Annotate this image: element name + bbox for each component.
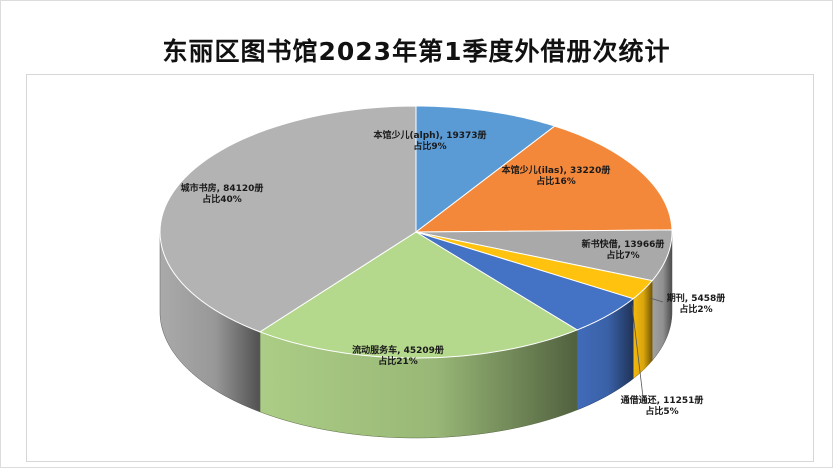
slice---percent-label: 占比21% <box>378 355 418 367</box>
slice---value-label: 流动服务车, 45209册 <box>352 344 444 356</box>
slice---leader-line <box>649 297 664 303</box>
slice--ilas--percent-label: 占比16% <box>536 175 576 187</box>
slice---value-label: 新书快借, 13966册 <box>582 238 665 250</box>
slice--ilas--value-label: 本馆少儿(ilas), 33220册 <box>502 164 611 176</box>
slice---value-label: 通借通还, 11251册 <box>621 394 704 406</box>
slice---percent-label: 占比5% <box>645 405 678 417</box>
slice---value-label: 期刊, 5458册 <box>667 292 726 304</box>
slice---wedge[interactable] <box>159 105 417 333</box>
slice---leader-line <box>631 304 644 398</box>
slice---percent-label: 占比40% <box>202 193 242 205</box>
slice---wedge[interactable] <box>415 231 654 300</box>
pie-sides <box>159 231 673 439</box>
leader-lines <box>631 297 664 398</box>
slice--ilas--wedge[interactable] <box>414 125 673 233</box>
slice--alph--value-label: 本馆少儿(alph), 19373册 <box>373 129 486 141</box>
slice---wedge[interactable] <box>415 229 673 282</box>
slice---value-label: 城市书房, 84120册 <box>181 182 264 194</box>
slice--alph--wedge[interactable] <box>415 105 556 234</box>
slice--alph--percent-label: 占比9% <box>413 140 446 152</box>
slice---wedge[interactable] <box>415 231 635 331</box>
slice---wedge[interactable] <box>258 231 579 359</box>
chart-title: 东丽区图书馆2023年第1季度外借册次统计 <box>162 37 671 66</box>
pie-top <box>159 105 673 359</box>
slice---percent-label: 占比2% <box>679 303 712 315</box>
slice---percent-label: 占比7% <box>606 249 639 261</box>
